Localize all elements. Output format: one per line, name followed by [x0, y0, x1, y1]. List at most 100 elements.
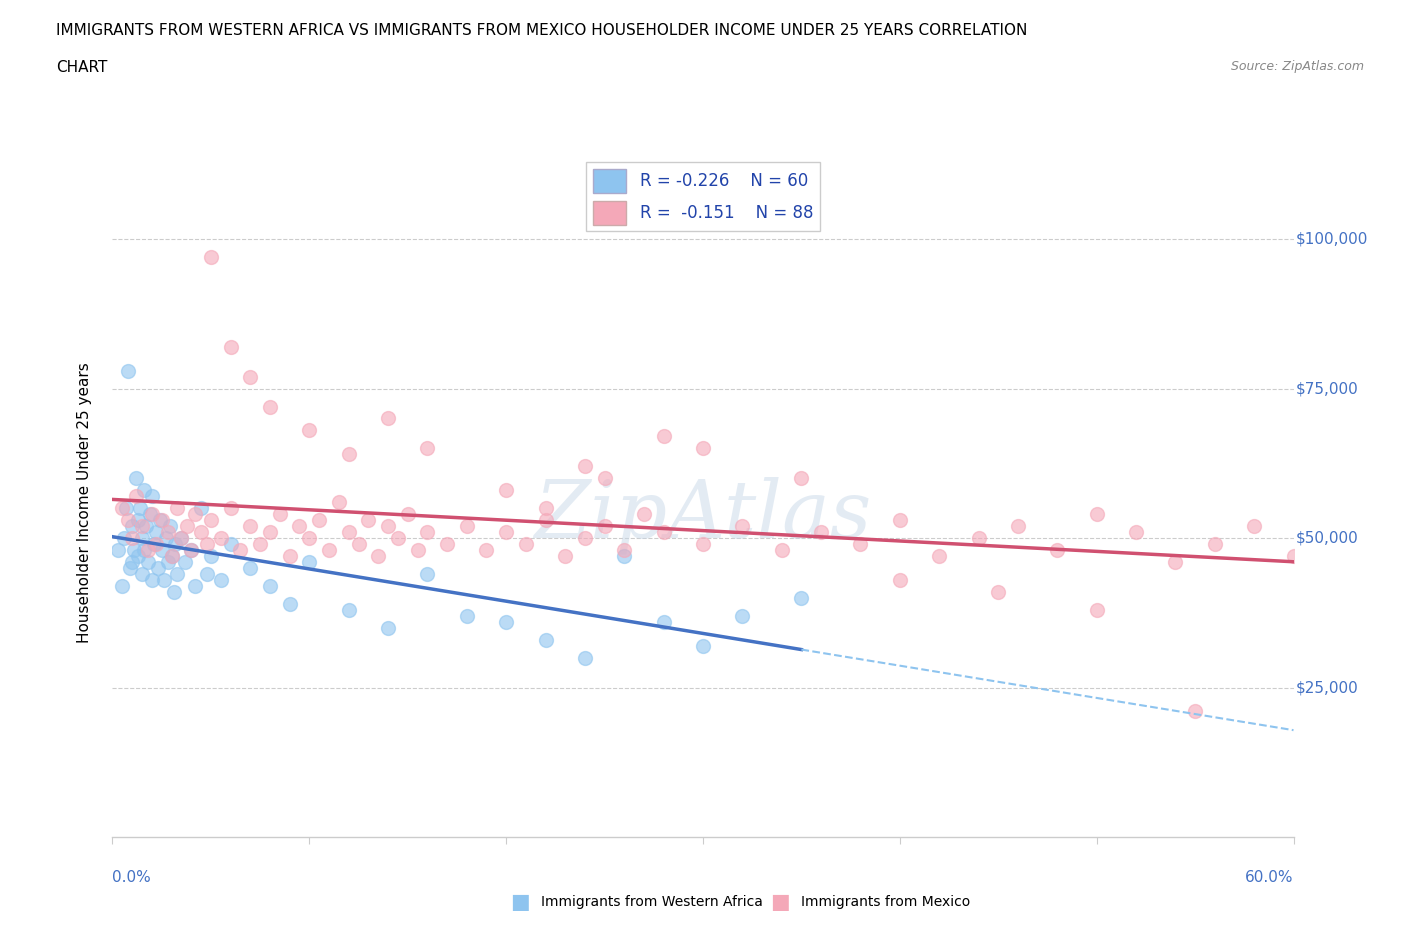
Text: CHART: CHART: [56, 60, 108, 75]
Point: [692, 638, 714, 653]
Point: [122, 542, 145, 557]
Point: [1204, 537, 1226, 551]
Point: [127, 549, 149, 564]
Point: [387, 531, 409, 546]
Point: [278, 596, 301, 611]
Text: 60.0%: 60.0%: [1246, 870, 1294, 884]
Point: [166, 500, 188, 515]
Point: [129, 500, 152, 515]
Point: [1046, 542, 1069, 557]
Point: [790, 471, 813, 485]
Point: [1184, 704, 1206, 719]
Text: Immigrants from Western Africa: Immigrants from Western Africa: [541, 895, 763, 910]
Text: ■: ■: [770, 892, 790, 912]
Point: [928, 549, 950, 564]
Point: [136, 554, 159, 569]
Point: [731, 519, 754, 534]
Point: [111, 500, 134, 515]
Point: [436, 537, 458, 551]
Point: [308, 512, 330, 527]
Point: [195, 566, 218, 581]
Point: [328, 495, 350, 510]
Point: [121, 531, 143, 546]
Point: [357, 512, 380, 527]
Point: [574, 650, 596, 665]
Point: [174, 554, 197, 569]
Point: [495, 525, 517, 539]
Point: [149, 512, 172, 527]
Point: [416, 441, 439, 456]
Point: [790, 591, 813, 605]
Point: [180, 542, 202, 557]
Point: [416, 525, 439, 539]
Point: [141, 573, 163, 588]
Point: [146, 561, 169, 576]
Point: [180, 542, 202, 557]
Point: [731, 608, 754, 623]
Point: [200, 512, 222, 527]
Point: [554, 549, 576, 564]
Point: [298, 554, 321, 569]
Point: [416, 566, 439, 581]
Point: [145, 525, 167, 539]
Point: [200, 249, 222, 264]
Point: [278, 549, 301, 564]
Y-axis label: Householder Income Under 25 years: Householder Income Under 25 years: [77, 362, 91, 643]
Point: [135, 519, 157, 534]
Point: [156, 525, 179, 539]
Point: [1085, 507, 1108, 522]
Point: [1164, 554, 1187, 569]
Point: [170, 531, 193, 546]
Point: [849, 537, 872, 551]
Point: [574, 458, 596, 473]
Point: [131, 531, 153, 546]
Point: [136, 542, 159, 557]
Point: [259, 525, 281, 539]
Point: [613, 549, 636, 564]
Point: [259, 578, 281, 593]
Point: [249, 537, 271, 551]
Point: [337, 447, 360, 462]
Point: [337, 603, 360, 618]
Point: [209, 531, 232, 546]
Point: [574, 531, 596, 546]
Point: [347, 537, 370, 551]
Point: [121, 554, 143, 569]
Point: [145, 537, 167, 551]
Point: [159, 519, 181, 534]
Point: [1125, 525, 1147, 539]
Point: [150, 512, 173, 527]
Point: [184, 578, 207, 593]
Point: [692, 441, 714, 456]
Point: [298, 531, 321, 546]
Point: [288, 519, 311, 534]
Point: [190, 525, 212, 539]
Point: [115, 500, 138, 515]
Point: [195, 537, 218, 551]
Point: [613, 542, 636, 557]
Point: [127, 512, 149, 527]
Point: [150, 542, 173, 557]
Point: [770, 542, 793, 557]
Point: [200, 549, 222, 564]
Point: [406, 542, 429, 557]
Point: [269, 507, 291, 522]
Point: [111, 578, 134, 593]
Point: [209, 573, 232, 588]
Point: [219, 339, 242, 354]
Point: [1085, 603, 1108, 618]
Point: [120, 561, 142, 576]
Point: [132, 483, 155, 498]
Point: [176, 519, 198, 534]
Point: [125, 489, 148, 504]
Point: [593, 471, 616, 485]
Point: [239, 561, 262, 576]
Point: [396, 507, 419, 522]
Point: [152, 573, 174, 588]
Point: [593, 519, 616, 534]
Point: [633, 507, 655, 522]
Point: [534, 512, 557, 527]
Point: [377, 519, 399, 534]
Point: [810, 525, 832, 539]
Text: Immigrants from Mexico: Immigrants from Mexico: [801, 895, 970, 910]
